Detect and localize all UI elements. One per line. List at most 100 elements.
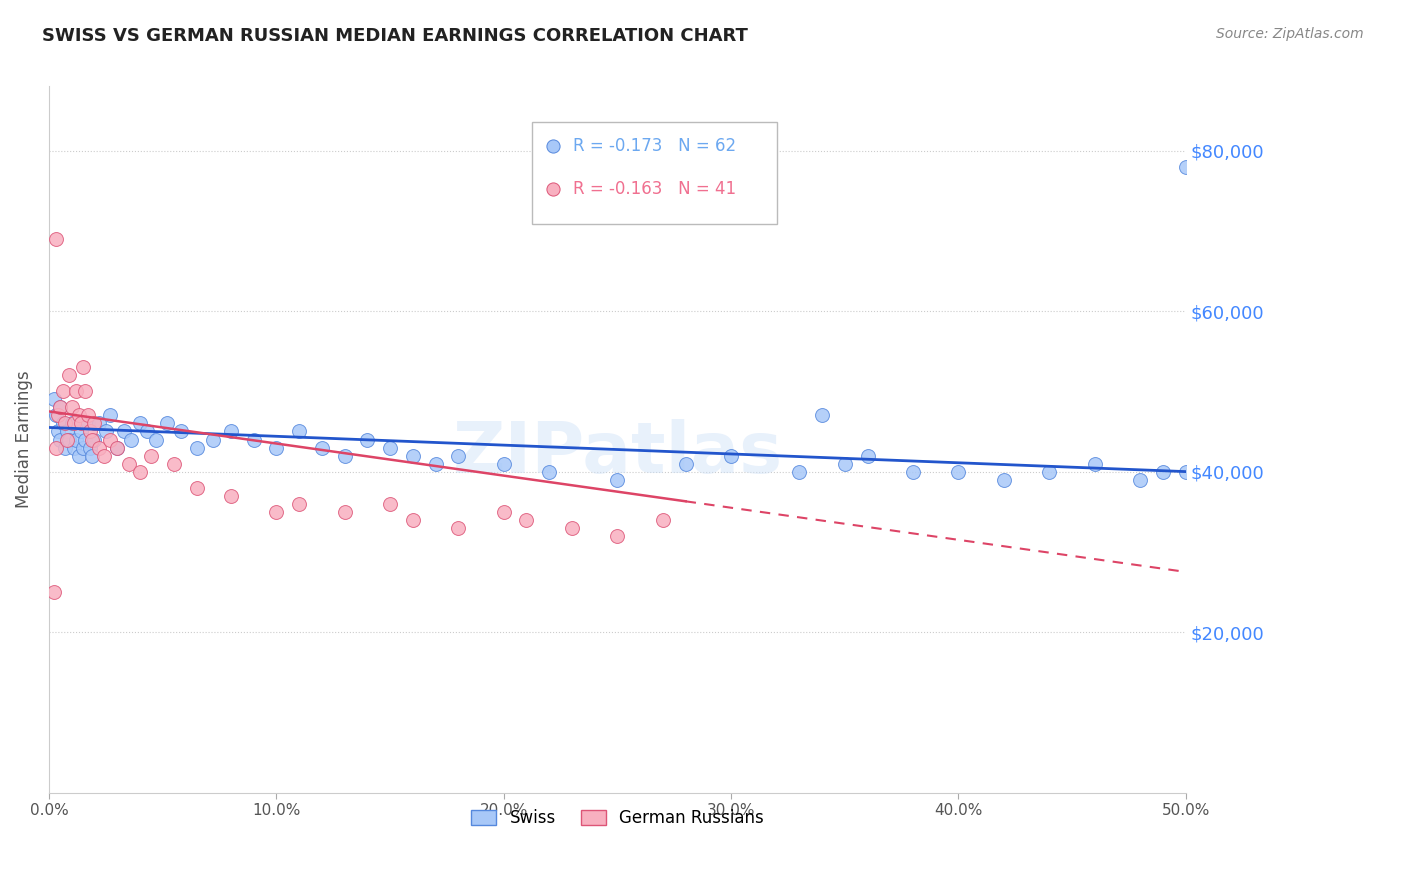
Point: [117, 457, 139, 471]
Point: [993, 473, 1015, 487]
Point: [98, 409, 121, 423]
Point: [76, 417, 98, 431]
Point: [1152, 465, 1174, 479]
Point: [45, 409, 67, 423]
Point: [76, 409, 98, 423]
Point: [145, 433, 167, 447]
Point: [515, 513, 537, 527]
Point: [266, 505, 288, 519]
Point: [492, 457, 515, 471]
Point: [163, 457, 186, 471]
Point: [378, 441, 401, 455]
Point: [46, 409, 69, 423]
Point: [948, 465, 970, 479]
Point: [333, 505, 356, 519]
Point: [79, 425, 101, 439]
Point: [201, 433, 224, 447]
Point: [105, 441, 128, 455]
Point: [82, 433, 104, 447]
Point: [135, 425, 157, 439]
Point: [561, 521, 583, 535]
Point: [60, 401, 83, 415]
Point: [42, 392, 65, 407]
Point: [52, 384, 75, 399]
Point: [378, 497, 401, 511]
Point: [675, 457, 697, 471]
Point: [63, 441, 86, 455]
Point: [63, 417, 86, 431]
Point: [170, 425, 193, 439]
Point: [447, 449, 470, 463]
Point: [46, 425, 69, 439]
Point: [83, 433, 105, 447]
Point: [402, 449, 425, 463]
Point: [1174, 160, 1197, 174]
Point: [42, 585, 65, 599]
Point: [49, 433, 72, 447]
Point: [52, 417, 75, 431]
Point: [492, 505, 515, 519]
Point: [75, 384, 97, 399]
Text: SWISS VS GERMAN RUSSIAN MEDIAN EARNINGS CORRELATION CHART: SWISS VS GERMAN RUSSIAN MEDIAN EARNINGS …: [42, 27, 748, 45]
Point: [1084, 457, 1107, 471]
Point: [834, 457, 856, 471]
Point: [288, 425, 311, 439]
Point: [129, 465, 152, 479]
Legend: Swiss, German Russians: Swiss, German Russians: [464, 803, 770, 834]
Point: [219, 425, 242, 439]
Text: R = -0.173   N = 62: R = -0.173 N = 62: [574, 137, 737, 155]
Point: [651, 513, 673, 527]
Point: [67, 409, 90, 423]
Point: [425, 457, 447, 471]
Point: [60, 417, 83, 431]
Point: [87, 417, 110, 431]
Point: [65, 433, 87, 447]
Point: [811, 409, 834, 423]
Point: [606, 529, 628, 543]
Point: [402, 513, 425, 527]
Point: [720, 449, 742, 463]
Point: [82, 449, 104, 463]
Point: [333, 449, 356, 463]
Point: [901, 465, 924, 479]
Point: [53, 417, 76, 431]
Point: [49, 401, 72, 415]
Point: [56, 433, 79, 447]
Point: [186, 481, 208, 495]
Point: [72, 360, 94, 375]
Point: [447, 521, 470, 535]
Text: R = -0.163   N = 41: R = -0.163 N = 41: [574, 180, 737, 198]
Point: [53, 441, 76, 455]
Point: [79, 441, 101, 455]
Point: [120, 433, 142, 447]
Point: [69, 425, 91, 439]
Point: [69, 417, 91, 431]
Point: [105, 441, 128, 455]
Point: [242, 433, 264, 447]
Point: [58, 433, 80, 447]
Point: [787, 465, 810, 479]
Point: [112, 425, 135, 439]
Point: [98, 433, 121, 447]
Point: [58, 368, 80, 383]
Point: [94, 425, 117, 439]
Point: [1045, 786, 1067, 800]
Point: [219, 489, 242, 503]
Point: [75, 433, 97, 447]
FancyBboxPatch shape: [531, 121, 776, 224]
Point: [56, 425, 79, 439]
Point: [1045, 786, 1067, 800]
Point: [156, 417, 179, 431]
Point: [65, 384, 87, 399]
Point: [1174, 465, 1197, 479]
Point: [606, 473, 628, 487]
Point: [67, 449, 90, 463]
Point: [266, 441, 288, 455]
Point: [87, 441, 110, 455]
Y-axis label: Median Earnings: Median Earnings: [15, 371, 32, 508]
Point: [856, 449, 879, 463]
Point: [45, 232, 67, 246]
Point: [288, 497, 311, 511]
Text: Source: ZipAtlas.com: Source: ZipAtlas.com: [1216, 27, 1364, 41]
Text: ZIPatlas: ZIPatlas: [453, 419, 783, 488]
